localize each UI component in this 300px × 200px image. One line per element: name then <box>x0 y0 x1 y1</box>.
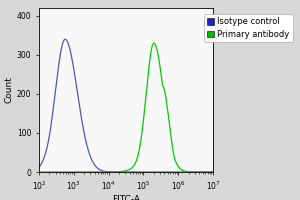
Y-axis label: Count: Count <box>5 77 14 103</box>
Legend: Isotype control, Primary antibody: Isotype control, Primary antibody <box>204 14 293 42</box>
X-axis label: FITC-A: FITC-A <box>112 195 140 200</box>
